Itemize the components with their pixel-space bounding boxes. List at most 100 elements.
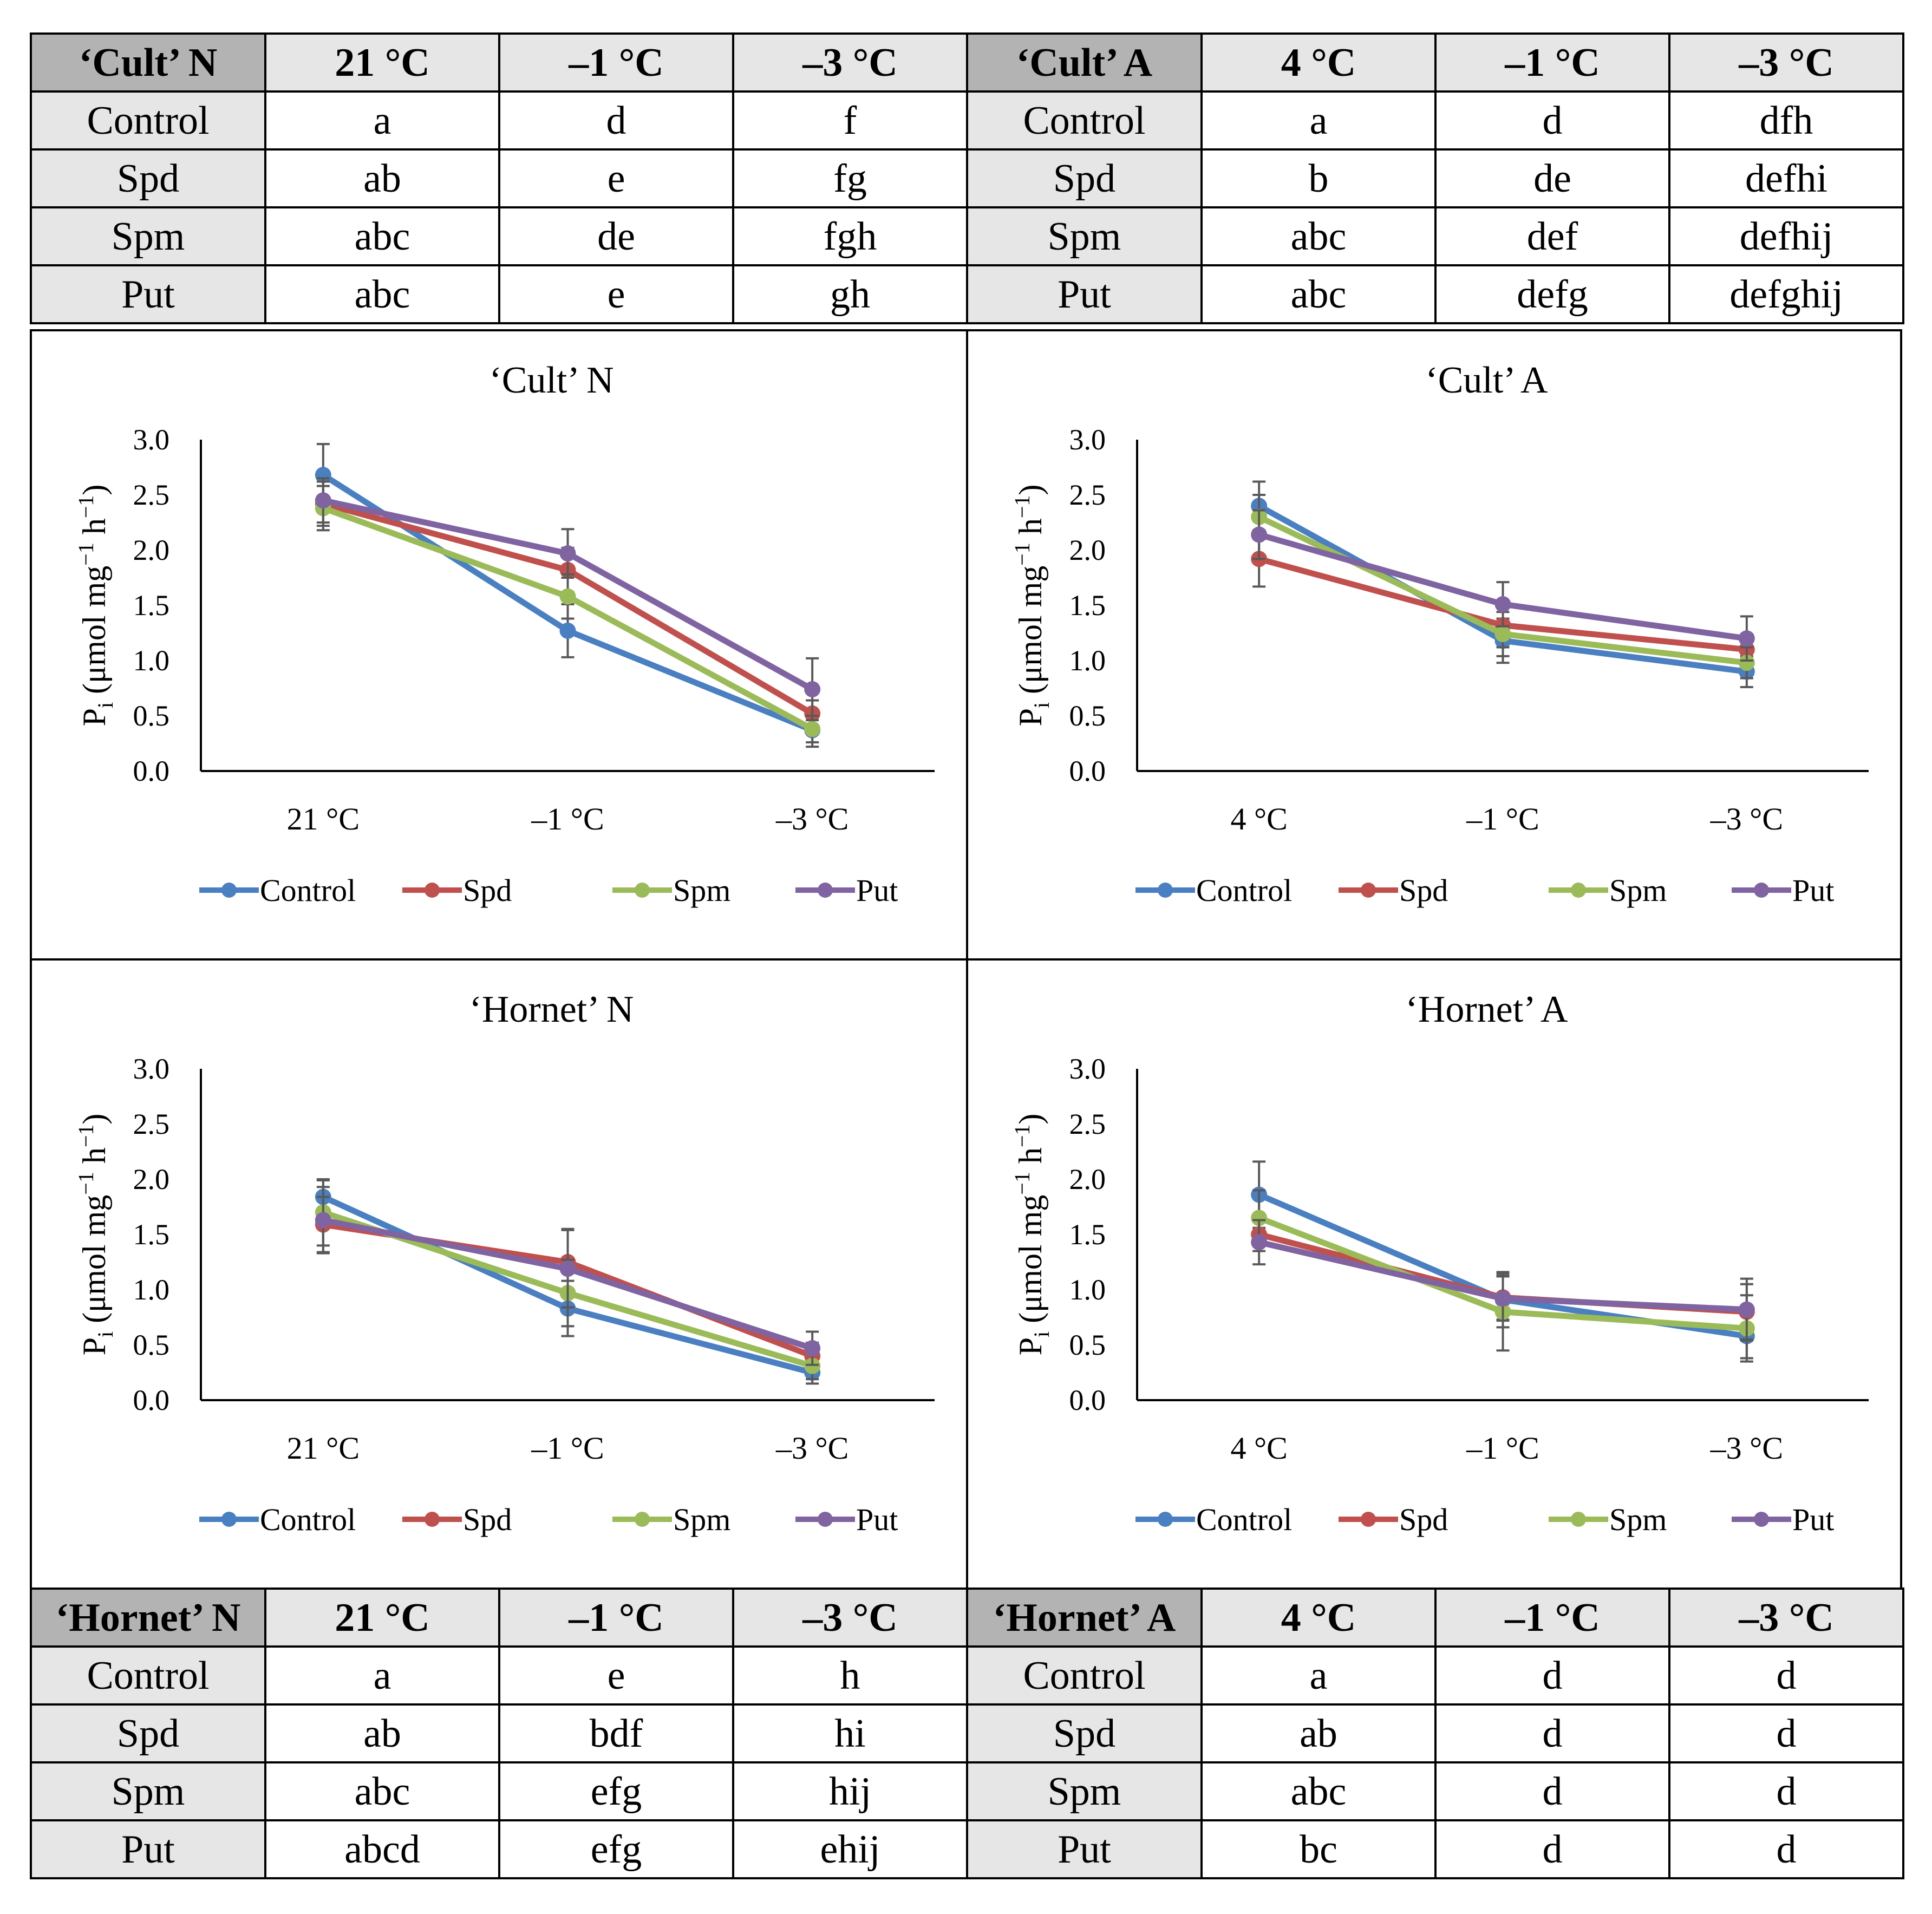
data-point bbox=[315, 492, 331, 509]
series-put bbox=[1251, 509, 1755, 662]
y-axis-label: Pi (μmol mg−1 h−1) bbox=[1010, 485, 1054, 727]
table-cell: d bbox=[1434, 90, 1670, 151]
table-cell: b bbox=[1200, 148, 1437, 208]
legend-label: Put bbox=[856, 873, 898, 908]
y-tick-label: 0.0 bbox=[133, 1384, 170, 1416]
chart-cult-a: ‘Cult’ A 0.0 0.5 1.0 1.5 2.0 2.5 3.0 Pi (μmol mg… bbox=[1010, 360, 1869, 908]
chart-cult-n: ‘Cult’ N 0.0 0.5 1.0 1.5 2.0 2.5 3.0 Pi (μmol mg… bbox=[74, 360, 935, 908]
data-point bbox=[1251, 1234, 1268, 1251]
table-cell: d bbox=[498, 90, 734, 151]
y-tick-label: 0.0 bbox=[133, 755, 170, 787]
row-label: Control bbox=[30, 90, 266, 151]
x-tick-label: –3 °C bbox=[1710, 801, 1783, 837]
y-tick-label: 0.0 bbox=[1069, 1384, 1106, 1416]
table-cell: de bbox=[498, 206, 734, 266]
table-cell: abc bbox=[264, 264, 500, 324]
y-tick-label: 1.0 bbox=[133, 644, 170, 677]
table-cell: d bbox=[1434, 1703, 1670, 1763]
y-tick-label: 0.5 bbox=[133, 1329, 170, 1361]
y-tick-label: 3.0 bbox=[1069, 1053, 1106, 1085]
x-tick-label: –1 °C bbox=[531, 1430, 604, 1466]
table-cell: abc bbox=[264, 206, 500, 266]
y-tick-label: 3.0 bbox=[133, 1053, 170, 1085]
table-cell: hij bbox=[732, 1761, 968, 1821]
data-point bbox=[559, 1260, 576, 1277]
column-header: –3 °C bbox=[1668, 32, 1904, 93]
legend-label: Control bbox=[260, 1502, 356, 1537]
chart-hornet-a-panel: ‘Hornet’ A 0.0 0.5 1.0 1.5 2.0 2.5 3.0 Pi (μmol … bbox=[966, 958, 1902, 1590]
y-tick-label: 3.0 bbox=[1069, 423, 1106, 456]
legend-item-put: Put bbox=[1732, 873, 1834, 908]
column-header: –1 °C bbox=[1434, 32, 1670, 93]
data-point bbox=[315, 1212, 331, 1229]
legend-marker bbox=[1361, 883, 1376, 898]
legend-marker bbox=[1361, 1512, 1376, 1527]
y-tick-label: 2.5 bbox=[133, 1108, 170, 1140]
legend-item-spm: Spm bbox=[1549, 873, 1667, 908]
legend-label: Put bbox=[1792, 873, 1834, 908]
legend-marker bbox=[635, 883, 650, 898]
x-tick-label: 4 °C bbox=[1230, 801, 1287, 837]
table-cell: d bbox=[1668, 1761, 1904, 1821]
figure-frame: ‘Cult’ N 21 °C –1 °C –3 °C Control a d f Sp… bbox=[30, 32, 1904, 1890]
table-cell: ab bbox=[264, 1703, 500, 1763]
legend-marker bbox=[425, 883, 440, 898]
column-header: 4 °C bbox=[1200, 32, 1437, 93]
table-cell: bc bbox=[1200, 1819, 1437, 1879]
table-cell: efg bbox=[498, 1761, 734, 1821]
legend-item-put: Put bbox=[795, 1502, 898, 1537]
chart-title: ‘Cult’ N bbox=[489, 360, 613, 401]
legend-marker bbox=[818, 1512, 833, 1527]
data-point bbox=[1251, 1210, 1268, 1226]
legend-item-spm: Spm bbox=[612, 873, 730, 908]
data-point bbox=[804, 721, 821, 737]
y-axis-label: Pi (μmol mg−1 h−1) bbox=[74, 485, 118, 727]
y-tick-label: 2.5 bbox=[1069, 479, 1106, 511]
legend-marker bbox=[221, 883, 237, 898]
row-label: Spd bbox=[30, 148, 266, 208]
data-point bbox=[1494, 1290, 1511, 1307]
legend-marker bbox=[1754, 883, 1769, 898]
y-tick-label: 2.5 bbox=[1069, 1108, 1106, 1140]
chart-cult-a-panel: ‘Cult’ A 0.0 0.5 1.0 1.5 2.0 2.5 3.0 Pi (μmol mg… bbox=[966, 329, 1902, 961]
table-cell: defg bbox=[1434, 264, 1670, 324]
legend-item-spm: Spm bbox=[612, 1502, 730, 1537]
legend: Control Spd Spm Put bbox=[1135, 1502, 1834, 1537]
table-cell: f bbox=[732, 90, 968, 151]
chart-title: ‘Hornet’ A bbox=[1406, 989, 1568, 1030]
chart-hornet-n: ‘Hornet’ N 0.0 0.5 1.0 1.5 2.0 2.5 3.0 Pi (μmol … bbox=[74, 989, 935, 1537]
x-tick-label: 21 °C bbox=[287, 801, 360, 837]
row-label: Put bbox=[966, 264, 1203, 324]
table-title: ‘Cult’ N bbox=[30, 32, 266, 93]
y-axis-label: Pi (μmol mg−1 h−1) bbox=[1010, 1114, 1054, 1356]
y-tick-label: 1.5 bbox=[1069, 589, 1106, 622]
y-tick-label: 2.5 bbox=[133, 479, 170, 511]
row-label: Spd bbox=[30, 1703, 266, 1763]
row-label: Put bbox=[966, 1819, 1203, 1879]
table-cell: defhi bbox=[1668, 148, 1904, 208]
data-point bbox=[1738, 655, 1755, 671]
legend-item-spm: Spm bbox=[1549, 1502, 1667, 1537]
chart-title: ‘Hornet’ N bbox=[469, 989, 634, 1030]
table-cell: a bbox=[1200, 1645, 1437, 1706]
legend-marker bbox=[1158, 1512, 1173, 1527]
table-cell: a bbox=[264, 90, 500, 151]
legend-label: Control bbox=[260, 873, 356, 908]
y-tick-label: 1.5 bbox=[1069, 1218, 1106, 1251]
y-tick-label: 1.0 bbox=[133, 1273, 170, 1306]
column-header: –3 °C bbox=[732, 1588, 968, 1648]
table-cell: d bbox=[1668, 1819, 1904, 1879]
legend-label: Put bbox=[856, 1502, 898, 1537]
data-point bbox=[1494, 596, 1511, 612]
table-cell: defhij bbox=[1668, 206, 1904, 266]
y-tick-label: 2.0 bbox=[133, 534, 170, 566]
series-put bbox=[1251, 1219, 1755, 1342]
table-hornet-a: ‘Hornet’ A 4 °C –1 °C –3 °C Control a d d S… bbox=[966, 1588, 1904, 1879]
legend-label: Spd bbox=[463, 873, 512, 908]
table-cell: ehij bbox=[732, 1819, 968, 1879]
legend-label: Control bbox=[1196, 1502, 1292, 1537]
column-header: 21 °C bbox=[264, 32, 500, 93]
table-cell: d bbox=[1434, 1761, 1670, 1821]
data-point bbox=[1251, 526, 1268, 543]
legend-label: Spm bbox=[673, 1502, 730, 1537]
